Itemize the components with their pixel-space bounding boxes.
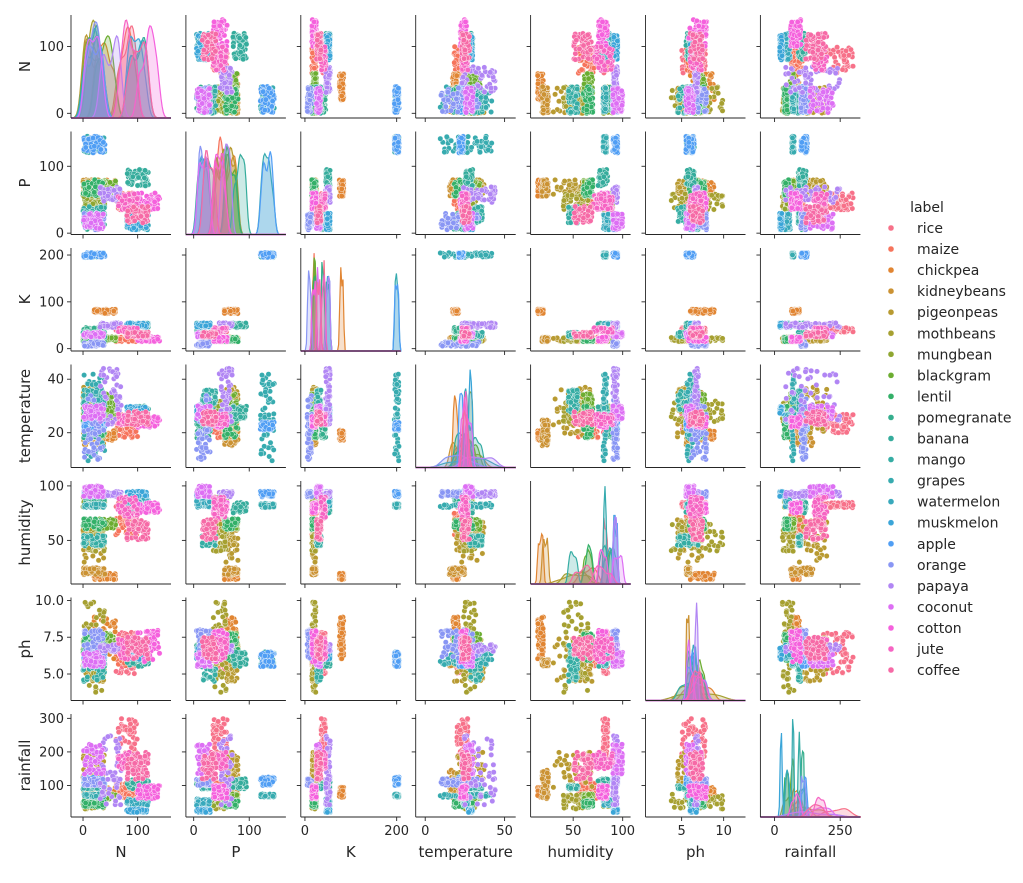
scatter-point-lentil	[230, 95, 235, 100]
scatter-point-blackgram	[313, 76, 318, 81]
scatter-point-apple	[393, 107, 398, 112]
scatter-point-coconut	[207, 86, 212, 91]
scatter-point-coffee	[213, 49, 218, 54]
scatter-point-jute	[223, 54, 228, 59]
scatter-point-blackgram	[234, 71, 239, 76]
panel-grid: 0100N0100P0100200K2040temperature50100hu…	[16, 15, 860, 861]
scatter-point-coffee	[200, 38, 205, 43]
scatter-point-papaya	[325, 80, 330, 85]
scatter-point-jute	[214, 67, 219, 72]
scatter-point-orange	[305, 109, 310, 114]
scatter-point-banana	[230, 34, 235, 39]
panel-N-vs-P	[182, 15, 286, 122]
scatter-point-banana	[241, 57, 246, 62]
panel-N-vs-N: 0 100 N	[16, 15, 171, 122]
scatter-point-maize	[312, 66, 317, 71]
scatter-point-papaya	[228, 66, 233, 71]
scatter-point-jute	[222, 59, 227, 64]
scatter-point-cotton	[217, 23, 222, 28]
scatter-point-coconut	[314, 101, 319, 106]
scatter-point-papaya	[218, 85, 223, 90]
y-axis-label: N	[16, 61, 34, 72]
scatter-point-banana	[233, 56, 238, 61]
scatter-point-coconut	[207, 103, 212, 108]
scatter-point-chickpea	[339, 93, 344, 98]
scatter-point-blackgram	[233, 78, 238, 83]
scatter-point-chickpea	[337, 84, 342, 89]
scatter-point-cotton	[211, 19, 216, 24]
scatter-point-apple	[270, 98, 275, 103]
scatter-point-jute	[220, 44, 225, 49]
scatter-point-banana	[243, 35, 248, 40]
scatter-point-apple	[395, 97, 400, 102]
scatter-point-coffee	[213, 31, 218, 36]
scatter-point-papaya	[327, 73, 332, 78]
scatter-point-coffee	[210, 56, 215, 61]
scatter-point-apple	[263, 97, 268, 102]
scatter-point-coconut	[206, 92, 211, 97]
scatter-point-papaya	[227, 73, 232, 78]
scatter-point-apple	[396, 86, 401, 91]
scatter-point-mango	[212, 88, 217, 93]
scatter-point-lentil	[229, 103, 234, 108]
scatter-point-coconut	[317, 88, 322, 93]
scatter-point-coffee	[205, 40, 210, 45]
scatter-point-banana	[237, 35, 242, 40]
scatter-point-coconut	[199, 88, 204, 93]
scatter-point-lentil	[225, 97, 230, 102]
y-tick-label: 100	[39, 40, 64, 55]
scatter-point-coffee	[201, 47, 206, 52]
scatter-point-papaya	[224, 90, 229, 95]
scatter-point-cotton	[311, 19, 316, 24]
y-tick-label: 0	[56, 107, 64, 122]
scatter-point-coffee	[206, 32, 211, 37]
scatter-point-orange	[307, 92, 312, 97]
scatter-point-jute	[218, 54, 223, 59]
scatter-point-apple	[262, 107, 267, 112]
scatter-point-apple	[261, 89, 266, 94]
scatter-point-blackgram	[313, 71, 318, 76]
scatter-point-lentil	[224, 107, 229, 112]
panel-N-vs-K	[297, 15, 402, 122]
scatter-point-banana	[231, 44, 236, 49]
scatter-point-apple	[266, 86, 271, 91]
scatter-point-papaya	[323, 90, 328, 95]
scatter-point-coconut	[316, 96, 321, 101]
scatter-point-coconut	[201, 96, 206, 101]
scatter-point-coconut	[200, 101, 205, 106]
scatter-point-chickpea	[339, 73, 344, 78]
scatter-point-coconut	[202, 110, 207, 115]
scatter-point-lentil	[232, 109, 237, 114]
scatter-point-banana	[238, 50, 243, 55]
scatter-point-orange	[306, 86, 311, 91]
scatter-point-coffee	[201, 56, 206, 61]
scatter-point-banana	[237, 43, 242, 48]
scatter-point-papaya	[222, 80, 227, 85]
